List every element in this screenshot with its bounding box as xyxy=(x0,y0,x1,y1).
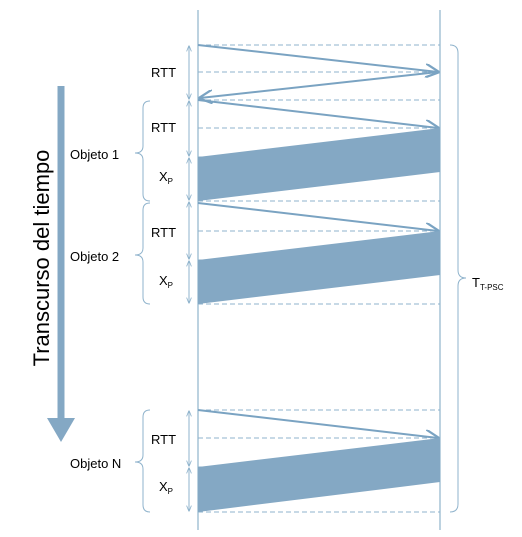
object1-request-arrow xyxy=(197,99,438,128)
object2-request-arrow xyxy=(197,202,438,231)
total-time-label: TT-PSC xyxy=(472,275,504,292)
response-arrow xyxy=(200,71,439,98)
object-label-1: Objeto 1 xyxy=(70,147,119,162)
object-label-n: Objeto N xyxy=(70,456,121,471)
time-arrow-head xyxy=(47,418,75,442)
object-label-2: Objeto 2 xyxy=(70,249,119,264)
objectN-request-arrow xyxy=(197,409,438,438)
rtt-label-handshake: RTT xyxy=(151,65,176,80)
rtt-label-object2: RTT xyxy=(151,225,176,240)
xp-label-objectN: XP xyxy=(159,479,173,496)
object2-transfer xyxy=(198,231,440,304)
objectN-transfer xyxy=(198,438,440,512)
request-arrow xyxy=(197,44,438,72)
object-braces xyxy=(134,100,151,513)
xp-label-object2: XP xyxy=(159,273,173,290)
rtt-label-objectN: RTT xyxy=(151,432,176,447)
time-axis-label: Transcurso del tiempo xyxy=(29,150,54,367)
rtt-label-object1: RTT xyxy=(151,120,176,135)
object1-transfer xyxy=(198,128,440,201)
xp-label-object1: XP xyxy=(159,169,173,186)
total-brace xyxy=(449,44,467,513)
